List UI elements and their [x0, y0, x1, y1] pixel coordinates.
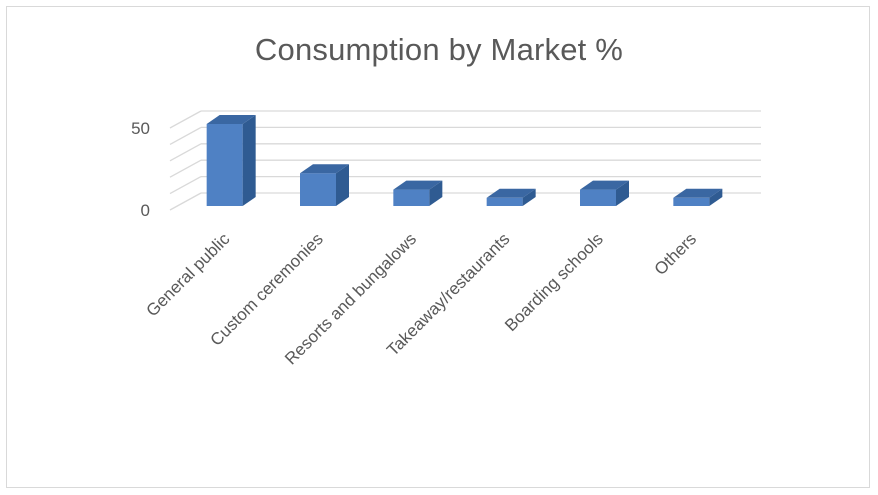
bar-front — [206, 124, 243, 206]
x-category-label: Boarding schools — [501, 229, 607, 335]
bar-series — [206, 115, 723, 206]
bar-2 — [300, 164, 349, 206]
x-category-label: General public — [143, 229, 234, 320]
bar-side — [522, 188, 536, 206]
gridline-side — [169, 176, 202, 195]
y-axis-ticks: 0 50 — [131, 119, 150, 220]
bar-top — [206, 115, 256, 124]
bar-top — [486, 188, 536, 198]
chart-title: Consumption by Market % — [254, 32, 624, 67]
bar-top — [393, 180, 443, 190]
gridline-side — [169, 192, 202, 211]
gridlines — [169, 110, 761, 211]
bar-3 — [393, 180, 443, 206]
bar-side — [242, 115, 256, 206]
y-tick-label: 50 — [131, 119, 150, 138]
bar-front — [486, 197, 523, 206]
bar-side — [429, 180, 443, 206]
bar-front — [580, 189, 616, 206]
bar-5 — [580, 180, 629, 206]
bar-side — [616, 180, 629, 206]
bar-1 — [206, 115, 256, 206]
bar-side — [336, 164, 349, 206]
x-category-label: Others — [651, 229, 701, 279]
chart-frame — [6, 6, 870, 488]
bar-top — [580, 180, 629, 190]
bar-4 — [486, 188, 536, 206]
bar-side — [709, 188, 723, 206]
gridline-side — [169, 110, 202, 129]
bar-front — [673, 197, 710, 206]
bar-top — [673, 188, 723, 198]
gridline-side — [169, 159, 202, 178]
bar-front — [300, 173, 336, 206]
y-tick-label: 0 — [141, 201, 150, 220]
bar-front — [393, 189, 430, 206]
gridline-side — [169, 143, 202, 162]
bar-6 — [673, 188, 723, 206]
bar-top — [300, 164, 349, 174]
gridline-side — [169, 126, 202, 145]
